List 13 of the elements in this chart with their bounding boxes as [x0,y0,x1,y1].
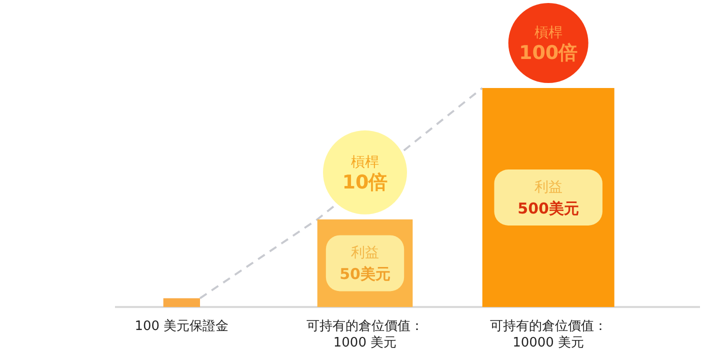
annotation-circle: 槓桿 100倍 [508,3,588,83]
annotation: 槓桿 [351,154,379,170]
annotation-box: 利益 500美元 [494,170,602,226]
annotation: 50美元 [340,265,390,284]
annotation-box: 利益 50美元 [326,235,404,292]
annotation: 500美元 [518,200,579,218]
annotation-circle: 槓桿 10倍 [323,130,407,214]
x-tick-label: 100 美元保證金 [134,318,229,334]
x-tick-label: 可持有的倉位價值： 1000 美元 [306,319,424,350]
annotation: 利益 [534,180,562,196]
annotation: 10倍 [342,171,388,194]
x-tick-label: 可持有的倉位價值： 10000 美元 [490,319,607,350]
annotation: 利益 [351,245,379,262]
